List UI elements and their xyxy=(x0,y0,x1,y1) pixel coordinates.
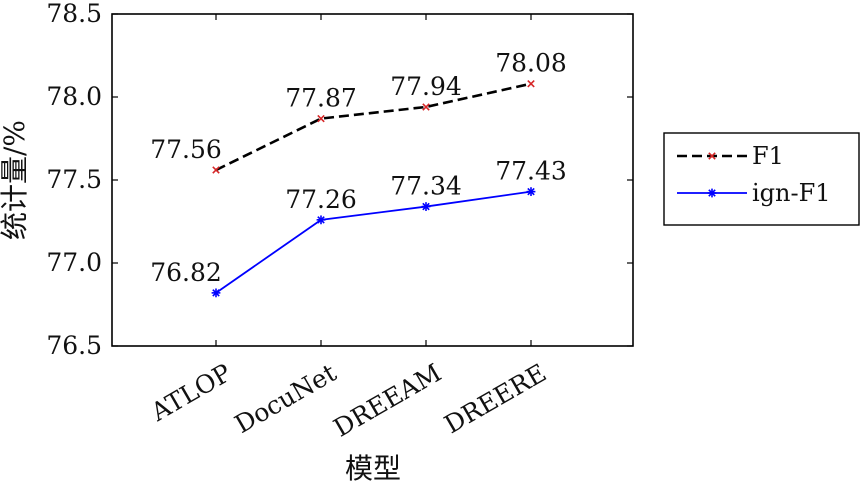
data-label: 77.34 xyxy=(390,172,462,201)
data-point-ign-F1 xyxy=(526,187,536,197)
y-tick-label: 78.5 xyxy=(46,0,102,28)
legend-box xyxy=(663,132,860,226)
x-tick-label: DREERE xyxy=(439,358,551,439)
data-label: 77.87 xyxy=(285,84,357,113)
x-tick-label: ATLOP xyxy=(145,358,236,427)
data-label: 77.94 xyxy=(390,72,462,101)
data-point-F1 xyxy=(212,166,220,174)
series-line-ign-F1 xyxy=(215,190,532,294)
data-point-ign-F1 xyxy=(421,202,431,211)
series-line-F1 xyxy=(215,82,532,172)
legend-entry-F1: F1 xyxy=(677,142,784,170)
data-label: 78.08 xyxy=(495,49,567,78)
data-point-F1 xyxy=(317,114,325,123)
y-tick-label: 77.5 xyxy=(46,165,102,194)
data-point-F1 xyxy=(527,79,535,88)
legend-entries: F1 ign-F1 xyxy=(677,142,831,207)
legend-entry-ign-F1: ign-F1 xyxy=(677,179,831,207)
plot-area-frame xyxy=(111,13,634,347)
legend-label: ign-F1 xyxy=(752,179,831,207)
y-axis-ticks: 76.5 77.0 77.5 78.0 78.5 xyxy=(46,0,633,360)
data-label: 77.43 xyxy=(495,157,567,186)
data-point-ign-F1 xyxy=(211,288,221,298)
series-layer xyxy=(211,79,536,298)
data-point-F1 xyxy=(422,103,430,111)
data-point-ign-F1 xyxy=(316,215,326,225)
data-label: 76.82 xyxy=(150,258,222,287)
y-tick-label: 78.0 xyxy=(46,82,102,111)
y-tick-label: 77.0 xyxy=(46,248,102,277)
legend: F1 ign-F1 xyxy=(663,132,860,226)
data-label: 77.56 xyxy=(150,135,222,164)
x-tick-label: DREEAM xyxy=(329,358,447,443)
legend-marker xyxy=(707,188,717,198)
x-tick-label: DocuNet xyxy=(230,358,341,439)
data-labels: 77.56 77.87 77.94 78.08 76.82 77.26 77.34 77.43 xyxy=(150,49,567,287)
legend-marker xyxy=(708,152,716,160)
data-label: 77.26 xyxy=(285,185,357,214)
y-axis-label: 统计量/% xyxy=(0,120,31,240)
y-tick-label: 76.5 xyxy=(46,331,102,360)
legend-label: F1 xyxy=(752,142,784,170)
x-axis-label: 模型 xyxy=(345,452,401,485)
